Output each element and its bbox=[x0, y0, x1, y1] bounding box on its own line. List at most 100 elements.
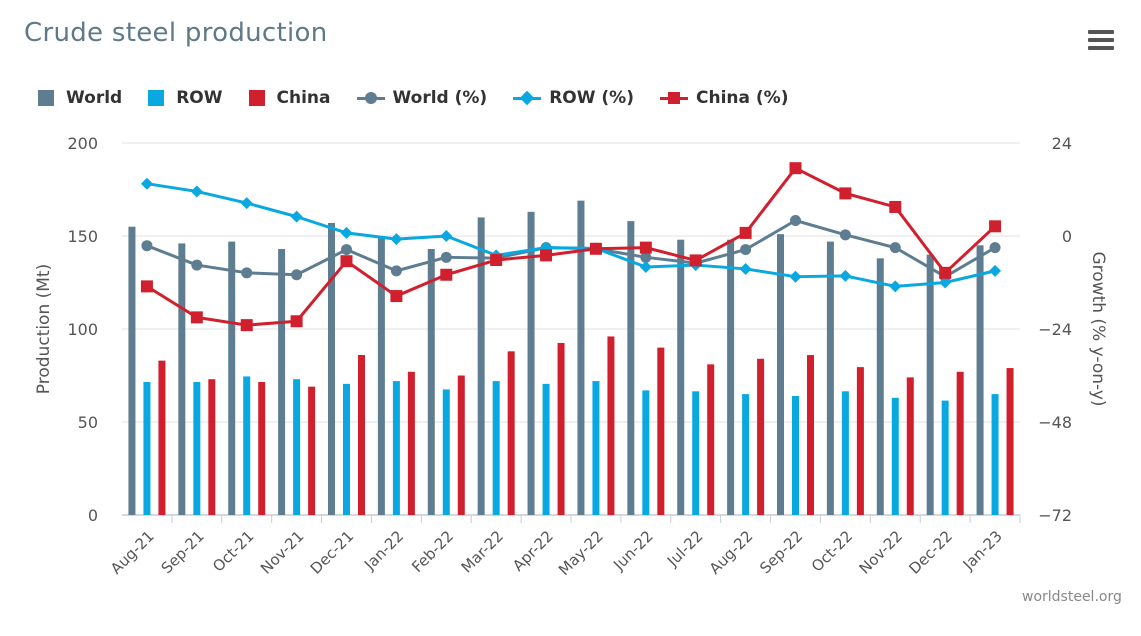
legend-line-swatch bbox=[660, 90, 688, 106]
bar-world bbox=[677, 239, 685, 515]
x-axis-tick-label: Jun-22 bbox=[609, 527, 656, 574]
x-axis-tick-label: Jul-22 bbox=[663, 527, 707, 571]
bar-row bbox=[143, 382, 151, 515]
marker-diamond bbox=[290, 210, 303, 223]
bar-row bbox=[991, 394, 999, 515]
marker-square bbox=[789, 162, 802, 175]
marker-square bbox=[839, 187, 852, 200]
chart-title: Crude steel production bbox=[24, 18, 328, 48]
x-axis-tick-label: Aug-21 bbox=[107, 527, 158, 578]
marker-diamond bbox=[889, 280, 902, 293]
bar-row bbox=[742, 394, 750, 515]
x-axis-tick-label: Nov-22 bbox=[856, 527, 906, 577]
marker-circle bbox=[989, 242, 1001, 254]
marker-square bbox=[240, 319, 253, 332]
y-axis-tick-label: 50 bbox=[78, 413, 98, 432]
y2-axis-tick-label: −48 bbox=[1038, 413, 1072, 432]
x-axis-tick-label: May-22 bbox=[555, 527, 607, 579]
y2-axis-tick-label: −72 bbox=[1038, 506, 1072, 525]
bar-china bbox=[308, 386, 316, 515]
legend-item-world-pct[interactable]: World (%) bbox=[356, 88, 487, 108]
bar-world bbox=[228, 241, 236, 515]
bar-world bbox=[876, 258, 884, 515]
y-axis-tick-label: 200 bbox=[67, 134, 98, 153]
marker-diamond bbox=[240, 197, 253, 210]
marker-square bbox=[939, 266, 952, 279]
x-axis-tick-label: Sep-22 bbox=[756, 527, 806, 577]
marker-square bbox=[739, 226, 752, 239]
y2-axis-tick-label: 0 bbox=[1062, 227, 1072, 246]
bar-world bbox=[826, 241, 834, 515]
bar-china bbox=[956, 371, 964, 515]
x-axis-tick-label: Mar-22 bbox=[458, 527, 507, 576]
bar-china bbox=[1006, 368, 1014, 515]
bar-china bbox=[258, 382, 266, 515]
bar-world bbox=[627, 221, 635, 515]
x-axis-tick-label: Aug-22 bbox=[706, 527, 757, 578]
bar-china bbox=[906, 377, 914, 515]
bar-world bbox=[377, 236, 385, 515]
bar-row bbox=[592, 381, 600, 515]
bar-china bbox=[807, 355, 814, 515]
legend-label: World bbox=[66, 88, 123, 108]
menu-bar bbox=[1088, 46, 1114, 50]
marker-circle bbox=[291, 269, 303, 281]
legend-item-world[interactable]: World bbox=[38, 88, 122, 108]
legend-line-swatch bbox=[356, 90, 385, 106]
marker-circle bbox=[790, 215, 801, 226]
marker-circle bbox=[191, 259, 203, 271]
marker-diamond bbox=[440, 230, 453, 242]
legend-item-row[interactable]: ROW bbox=[148, 88, 223, 108]
marker-circle bbox=[839, 229, 851, 241]
bar-china bbox=[457, 375, 465, 515]
marker-diamond bbox=[639, 261, 652, 273]
bar-row bbox=[392, 381, 400, 515]
marker-square bbox=[989, 220, 1002, 233]
y2-axis-tick-label: −24 bbox=[1038, 320, 1072, 339]
bar-row bbox=[542, 383, 550, 515]
x-axis-tick-label: Apr-22 bbox=[509, 527, 557, 575]
bar-china bbox=[158, 360, 166, 515]
bar-china bbox=[856, 367, 864, 515]
marker-diamond bbox=[340, 226, 353, 239]
legend-label: ROW (%) bbox=[549, 88, 634, 108]
bar-row bbox=[692, 391, 700, 515]
bar-china bbox=[507, 351, 515, 515]
marker-diamond bbox=[140, 177, 153, 190]
x-axis-tick-label: Sep-21 bbox=[158, 527, 208, 577]
marker-square bbox=[140, 280, 153, 293]
marker-circle bbox=[440, 251, 452, 263]
legend-item-china-pct[interactable]: China (%) bbox=[660, 88, 788, 108]
legend-item-china[interactable]: China bbox=[248, 88, 331, 108]
legend-item-row-pct[interactable]: ROW (%) bbox=[513, 88, 634, 108]
y-axis-tick-label: 150 bbox=[67, 227, 98, 246]
marker-square bbox=[540, 249, 553, 262]
credit-link[interactable]: worldsteel.org bbox=[1022, 589, 1122, 605]
marker-circle bbox=[740, 244, 752, 256]
bar-world bbox=[777, 234, 784, 515]
marker-diamond bbox=[989, 264, 1002, 277]
bar-world bbox=[128, 226, 136, 515]
menu-bar bbox=[1088, 30, 1114, 34]
bar-world bbox=[727, 239, 735, 515]
marker-square bbox=[440, 268, 453, 281]
bar-row bbox=[193, 382, 201, 515]
marker-square bbox=[689, 254, 702, 267]
bar-china bbox=[358, 355, 365, 515]
x-axis-tick-label: Jan-23 bbox=[959, 527, 1006, 574]
marker-diamond bbox=[789, 270, 802, 283]
bar-china bbox=[707, 364, 715, 515]
legend: World ROW China World (%) ROW (%) China … bbox=[38, 88, 814, 108]
bar-world bbox=[427, 249, 435, 515]
bar-world bbox=[178, 243, 186, 515]
bar-china bbox=[657, 347, 665, 515]
series-line bbox=[146, 182, 996, 288]
y-axis-title: Production (Mt) bbox=[34, 264, 54, 394]
marker-diamond bbox=[739, 262, 752, 275]
marker-circle bbox=[141, 240, 153, 252]
marker-square bbox=[340, 255, 353, 268]
bar-world bbox=[926, 254, 934, 515]
marker-circle bbox=[640, 251, 652, 263]
hamburger-menu-icon[interactable] bbox=[1088, 30, 1114, 52]
marker-circle bbox=[341, 244, 352, 256]
